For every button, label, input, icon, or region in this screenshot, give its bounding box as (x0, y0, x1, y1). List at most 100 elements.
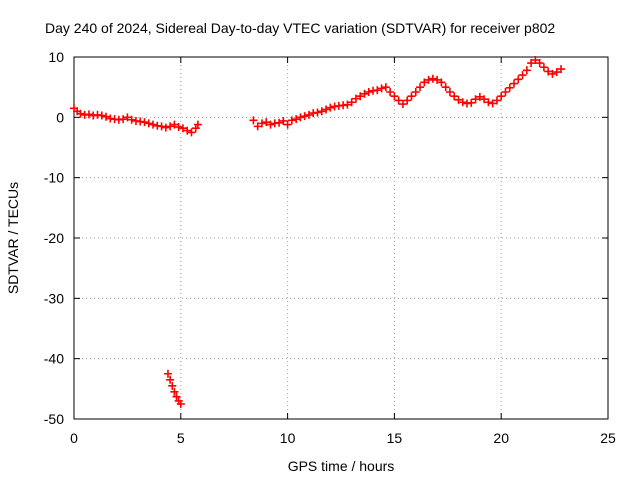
data-point (522, 66, 531, 75)
data-point (183, 126, 192, 135)
data-point (170, 387, 179, 396)
data-point (326, 103, 335, 112)
data-point (347, 98, 356, 107)
data-point (535, 59, 544, 68)
data-point (253, 122, 262, 131)
data-point (343, 100, 352, 109)
data-point (518, 71, 527, 80)
data-point (552, 68, 561, 77)
x-tick-label: 10 (280, 430, 296, 446)
data-point (257, 119, 266, 128)
y-tick-label: 10 (48, 49, 64, 65)
data-point (527, 59, 536, 68)
data-point (484, 98, 493, 107)
data-point (510, 79, 519, 88)
data-point (433, 75, 442, 84)
data-point (501, 87, 510, 96)
data-point (304, 110, 313, 119)
data-point (398, 100, 407, 109)
data-point (437, 78, 446, 87)
data-point (168, 381, 177, 390)
data-point (97, 111, 106, 120)
data-point (403, 96, 412, 105)
data-point (300, 112, 309, 121)
data-point (475, 92, 484, 101)
data-point (161, 123, 170, 132)
data-point (249, 116, 258, 125)
data-point (119, 115, 128, 124)
data-points (70, 56, 566, 408)
x-axis-title: GPS time / hours (288, 458, 395, 474)
y-tick-label: -10 (44, 170, 64, 186)
data-point (166, 375, 175, 384)
data-point (450, 92, 459, 101)
data-point (266, 120, 275, 129)
data-point (163, 369, 172, 378)
data-point (275, 118, 284, 127)
data-point (445, 87, 454, 96)
data-point (539, 63, 548, 72)
x-tick-label: 5 (177, 430, 185, 446)
y-tick-label: -30 (44, 290, 64, 306)
axis-ticks (73, 56, 609, 420)
data-point (174, 122, 183, 131)
data-point (287, 116, 296, 125)
data-point (411, 87, 420, 96)
x-tick-label: 15 (387, 430, 403, 446)
data-point (505, 83, 514, 92)
data-point (544, 67, 553, 76)
data-point (166, 122, 175, 131)
data-point (492, 96, 501, 105)
data-point (356, 92, 365, 101)
chart-title: Day 240 of 2024, Sidereal Day-to-day VTE… (45, 20, 555, 36)
x-tick-label: 20 (493, 430, 509, 446)
y-tick-label: -50 (44, 411, 64, 427)
data-point (364, 87, 373, 96)
data-point (441, 83, 450, 92)
data-point (386, 87, 395, 96)
data-point (531, 56, 540, 65)
data-point (176, 399, 185, 408)
data-point (140, 118, 149, 127)
data-point (467, 98, 476, 107)
data-point (360, 89, 369, 98)
data-point (157, 122, 166, 131)
data-point (416, 83, 425, 92)
data-point (178, 124, 187, 133)
data-point (262, 118, 271, 127)
data-point (548, 69, 557, 78)
data-point (514, 75, 523, 84)
data-point (377, 84, 386, 93)
data-point (283, 120, 292, 129)
data-point (497, 92, 506, 101)
data-point (76, 109, 85, 118)
data-point (296, 113, 305, 122)
data-point (279, 116, 288, 125)
data-point (187, 128, 196, 137)
data-point (471, 95, 480, 104)
data-point (123, 113, 132, 122)
data-point (420, 78, 429, 87)
x-tick-label: 25 (600, 430, 616, 446)
data-point (428, 74, 437, 83)
data-point (172, 392, 181, 401)
y-tick-label: 0 (56, 109, 64, 125)
data-point (480, 95, 489, 104)
data-point (144, 119, 153, 128)
data-point (373, 86, 382, 95)
data-point (292, 115, 301, 124)
data-point (454, 95, 463, 104)
grid (74, 57, 608, 419)
y-tick-label: -20 (44, 230, 64, 246)
tick-labels: 0 5 10 15 20 25 10 0 -10 -20 -30 -40 -50 (44, 49, 616, 446)
data-point (313, 108, 322, 117)
data-point (127, 115, 136, 124)
y-tick-label: -40 (44, 351, 64, 367)
data-point (193, 120, 202, 129)
data-point (149, 120, 158, 129)
data-point (170, 120, 179, 129)
data-point (557, 65, 566, 74)
data-point (102, 112, 111, 121)
data-point (390, 92, 399, 101)
